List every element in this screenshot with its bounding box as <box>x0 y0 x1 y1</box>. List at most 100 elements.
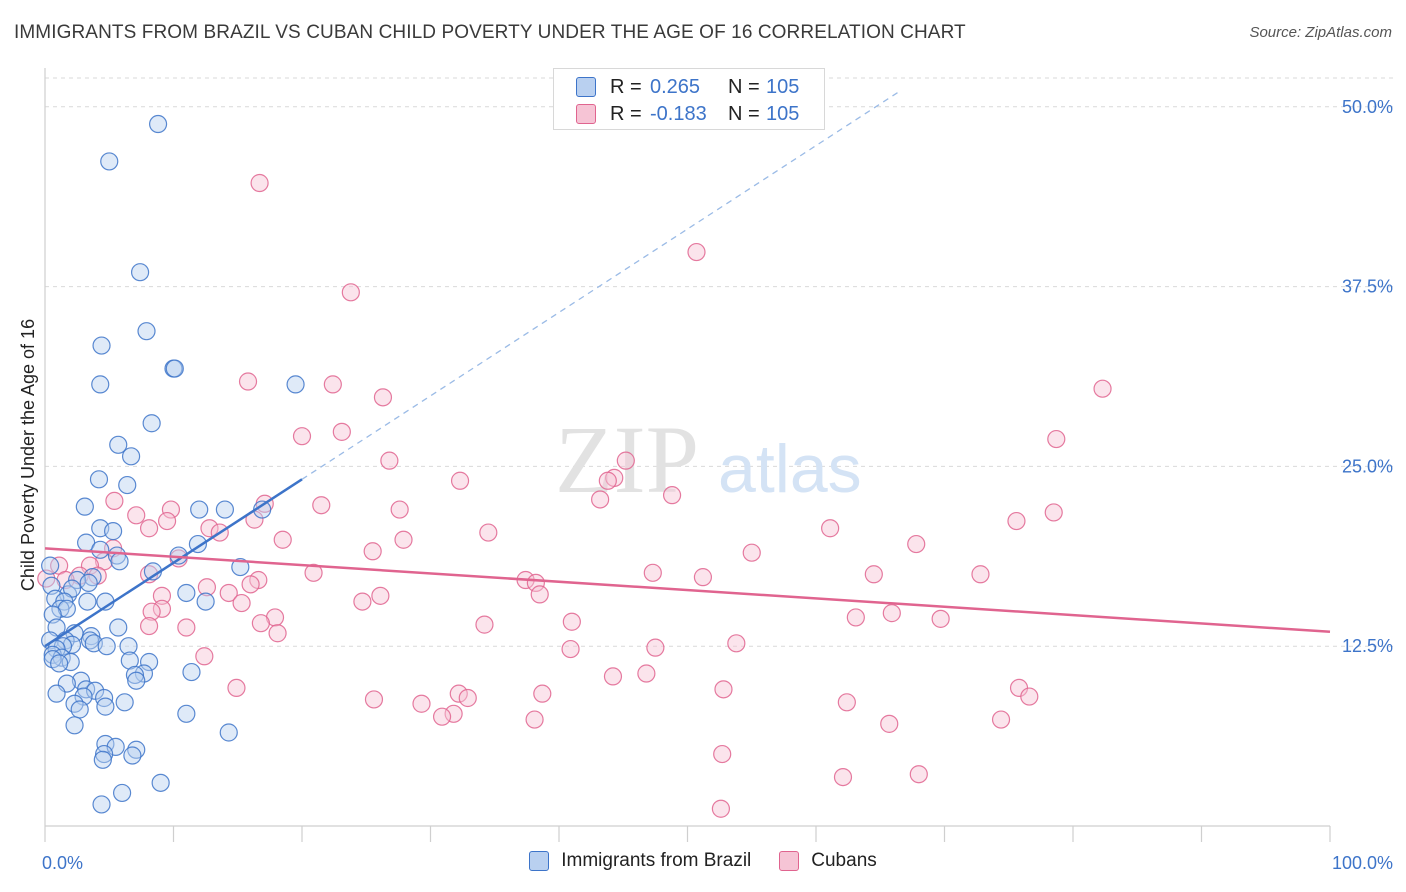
cubans-point <box>864 565 883 584</box>
cubans-point <box>637 664 656 683</box>
brazil-point <box>109 435 128 454</box>
cubans-point <box>525 710 544 729</box>
brazil-trend-extension <box>301 90 900 480</box>
cubans-point <box>880 714 899 733</box>
brazil-point <box>123 746 142 765</box>
brazil-point <box>50 654 69 673</box>
cubans-trend-line <box>44 547 1331 634</box>
cubans-point <box>991 710 1011 729</box>
cubans-point <box>139 519 159 538</box>
cubans-point <box>219 583 238 603</box>
legend-r-value: 0.265 <box>650 75 701 98</box>
legend-swatch-pink <box>576 104 596 124</box>
brazil-point <box>71 671 91 690</box>
cubans-point <box>1020 687 1039 706</box>
brazil-point <box>96 697 115 716</box>
brazil-point <box>100 152 119 171</box>
brazil-points <box>41 114 305 814</box>
brazil-point <box>127 671 146 690</box>
cubans-point <box>713 744 732 764</box>
cubans-point <box>250 173 269 193</box>
cubans-point <box>380 451 399 470</box>
brazil-point <box>119 637 138 656</box>
legend-row-cubans: R = -0.183 N = 105 <box>576 101 799 127</box>
chart-title: IMMIGRANTS FROM BRAZIL VS CUBAN CHILD PO… <box>14 22 966 43</box>
cubans-point <box>312 496 331 515</box>
legend-r-label: R = <box>610 75 642 98</box>
x-tick-label: 100.0% <box>1332 853 1393 873</box>
brazil-point <box>177 704 196 723</box>
cubans-point <box>833 767 853 787</box>
cubans-point <box>142 602 161 621</box>
brazil-point <box>177 583 196 603</box>
legend-r-value: -0.183 <box>650 102 707 125</box>
cubans-point <box>412 694 431 713</box>
brazil-point <box>70 700 89 719</box>
cubans-point <box>971 565 990 584</box>
y-tick-label: 25.0% <box>1342 456 1393 476</box>
cubans-point <box>458 688 477 708</box>
cubans-points <box>37 173 1112 818</box>
brazil-point <box>95 744 114 764</box>
cubans-point <box>561 639 580 659</box>
cubans-point <box>603 667 623 686</box>
brazil-point <box>190 500 209 519</box>
cubans-point <box>227 678 246 698</box>
cubans-point <box>304 563 323 582</box>
correlation-legend: R = 0.265 N = 105 R = -0.183 N = 105 <box>553 68 825 130</box>
brazil-point <box>41 556 60 575</box>
brazil-point <box>78 592 97 611</box>
brazil-point <box>97 637 116 656</box>
cubans-point <box>177 618 196 637</box>
cubans-point <box>161 500 181 519</box>
cubans-point <box>846 608 865 627</box>
y-axis-label: Child Poverty Under the Age of 16 <box>18 319 38 591</box>
cubans-point <box>1093 379 1112 398</box>
cubans-point <box>598 471 617 490</box>
source-note: Source: ZipAtlas.com <box>1249 24 1392 41</box>
y-tick-label: 50.0% <box>1342 97 1393 117</box>
series-swatch-pink <box>779 851 800 871</box>
brazil-point <box>130 263 150 282</box>
cubans-point <box>364 690 384 709</box>
brazil-point <box>65 694 84 713</box>
brazil-point <box>121 447 141 466</box>
cubans-point <box>821 519 840 538</box>
x-tick-labels: 0.0% 100.0% <box>42 853 1393 873</box>
brazil-point <box>110 552 129 571</box>
brazil-point <box>61 652 80 672</box>
cubans-point <box>1044 503 1063 522</box>
cubans-point <box>394 530 413 549</box>
brazil-point <box>92 795 111 814</box>
cubans-point <box>931 609 950 628</box>
brazil-point <box>104 522 123 541</box>
legend-n-label: N = <box>728 75 760 98</box>
brazil-point <box>118 475 137 495</box>
brazil-point <box>89 470 109 489</box>
cubans-point <box>562 612 581 631</box>
legend-n-value: 105 <box>766 75 800 98</box>
cubans-point <box>323 375 342 394</box>
cubans-point <box>711 799 731 818</box>
cubans-point <box>714 680 733 699</box>
cubans-point <box>909 765 928 784</box>
y-tick-label: 37.5% <box>1342 277 1393 297</box>
cubans-point <box>687 242 706 262</box>
trend-lines <box>44 90 1331 648</box>
cubans-point <box>450 471 470 490</box>
brazil-point <box>231 557 250 577</box>
cubans-point <box>273 530 292 549</box>
cubans-point <box>432 707 452 726</box>
brazil-point <box>134 664 154 683</box>
cubans-point <box>127 506 146 525</box>
series-legend: Immigrants from Brazil Cubans <box>0 850 1406 872</box>
cubans-point <box>530 585 549 604</box>
brazil-point <box>93 750 112 769</box>
cubans-point <box>105 491 124 511</box>
cubans-point <box>475 615 494 634</box>
brazil-point <box>115 693 134 712</box>
cubans-point <box>371 586 390 605</box>
cubans-point <box>727 634 746 653</box>
cubans-point <box>533 684 552 703</box>
legend-n-label: N = <box>728 102 760 125</box>
